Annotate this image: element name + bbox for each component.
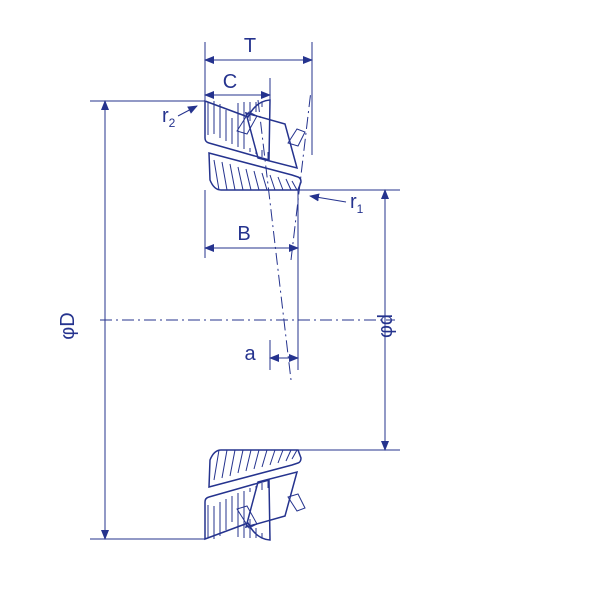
section-top: [205, 100, 305, 190]
label-C: C: [223, 71, 237, 93]
label-r2: r2: [162, 105, 176, 130]
label-B: B: [237, 223, 250, 245]
contact-angle-axis: [258, 100, 291, 380]
label-r1: r1: [350, 191, 364, 216]
label-phid: φd: [375, 314, 397, 338]
label-T: T: [244, 35, 256, 57]
label-a: a: [244, 343, 256, 365]
bearing-cross-section-diagram: φD φd TC Ba r1 r2: [0, 0, 600, 600]
label-phiD: φD: [57, 312, 79, 339]
section-bottom: [205, 450, 305, 540]
